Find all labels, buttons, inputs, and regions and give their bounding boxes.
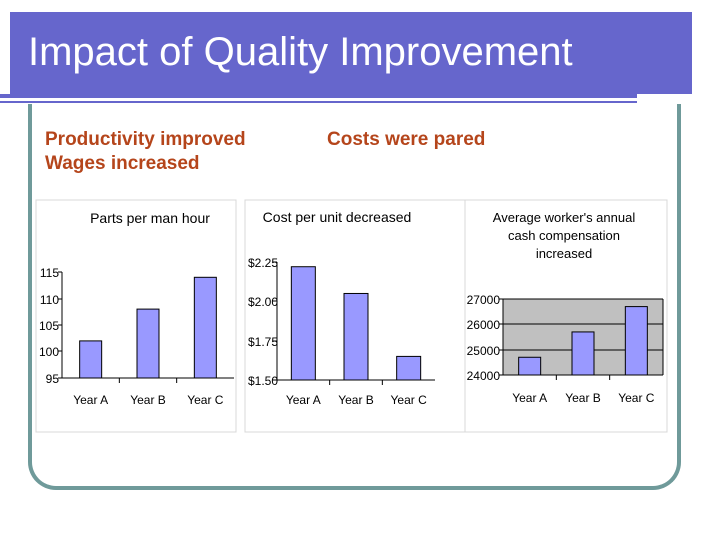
chart1-y-tick-label: 110 (40, 293, 59, 307)
chart2-category-label: Year C (391, 393, 428, 407)
title-underline-secondary (0, 101, 637, 103)
chart2-y-tick-label: $2.00 (248, 295, 278, 309)
left-heading-line1: Productivity improved (45, 129, 246, 150)
chart1-y-tick-label: 95 (46, 372, 60, 386)
content-frame (28, 104, 681, 490)
chart3-y-tick-label: 26000 (467, 318, 501, 332)
chart1-bar (193, 276, 217, 379)
chart1-y-tick-label: 100 (39, 345, 59, 359)
chart3-bar (518, 356, 542, 376)
left-heading-line2: Wages increased (45, 153, 200, 174)
slide-title: Impact of Quality Improvement (28, 30, 573, 74)
chart2-category-label: Year B (338, 393, 374, 407)
chart3-y-tick-label: 24000 (467, 369, 501, 383)
chart2-bar (290, 266, 316, 381)
chart1-title: Parts per man hour (90, 210, 210, 226)
title-bar (10, 12, 692, 94)
chart3-y-tick-label: 25000 (467, 344, 501, 358)
chart3-bar (624, 306, 648, 376)
chart3-bar (571, 331, 595, 376)
title-underline (0, 94, 637, 98)
left-heading: Productivity improved Wages increased (45, 128, 246, 176)
chart1-bar (79, 340, 103, 379)
chart3-title-line: Average worker's annual (493, 210, 636, 225)
chart1-category-label: Year C (187, 393, 224, 407)
chart2-y-tick-label: $1.75 (248, 335, 278, 349)
chart1-y-tick-label: 105 (39, 319, 59, 333)
chart2-y-tick-label: $1.50 (248, 374, 278, 388)
chart3-y-tick-label: 27000 (467, 293, 501, 307)
chart1-category-label: Year B (130, 393, 166, 407)
chart2-y-tick-label: $2.25 (248, 256, 278, 270)
chart1-bar (136, 308, 160, 379)
chart2-bar (396, 355, 422, 381)
right-heading: Costs were pared (327, 129, 486, 150)
chart3-title-line: increased (536, 246, 592, 261)
chart2-title: Cost per unit decreased (263, 209, 412, 225)
chart3-title-line: cash compensation (508, 228, 620, 243)
chart3-category-label: Year B (565, 391, 601, 405)
chart2-bar (343, 292, 369, 381)
chart1-category-label: Year A (73, 393, 108, 407)
chart1-y-tick-label: 115 (40, 266, 59, 280)
chart3-category-label: Year C (618, 391, 655, 405)
chart3-category-label: Year A (512, 391, 547, 405)
chart2-category-label: Year A (286, 393, 321, 407)
